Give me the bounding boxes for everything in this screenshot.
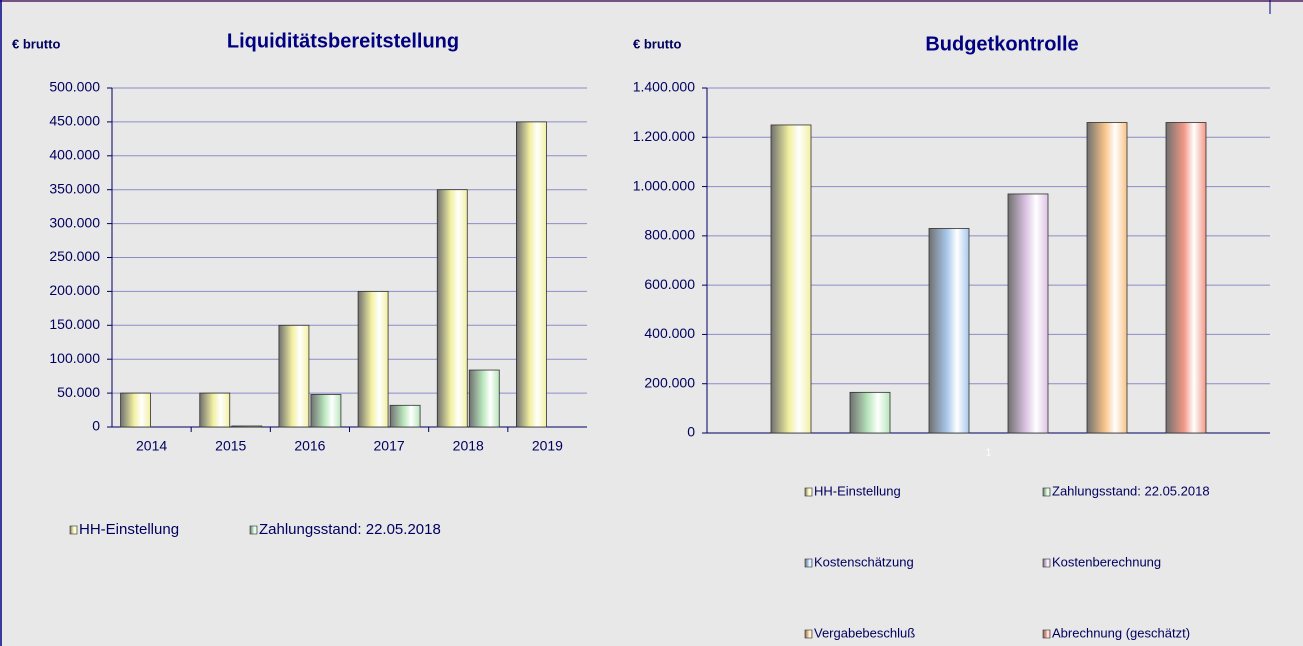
x-tick-label: 2015 — [215, 438, 246, 454]
legend-swatch — [804, 487, 813, 497]
y-tick-label: 50.000 — [57, 384, 100, 400]
bar — [1165, 122, 1207, 434]
bar — [278, 324, 310, 428]
bar — [310, 394, 342, 428]
y-tick-label: 800.000 — [644, 227, 695, 243]
legend-label: Abrechnung (geschätzt) — [1052, 625, 1190, 640]
chart-title: Liquiditätsbereitstellung — [227, 30, 459, 52]
legend-swatch — [249, 525, 258, 535]
legend-swatch — [804, 558, 813, 568]
chart-title: Budgetkontrolle — [925, 33, 1078, 55]
legend-label: Vergabebeschluß — [814, 625, 915, 640]
y-tick-label: 100.000 — [49, 350, 100, 366]
y-tick-label: 450.000 — [49, 113, 100, 129]
y-tick-label: 300.000 — [49, 214, 100, 230]
y-tick-label: 350.000 — [49, 180, 100, 196]
x-tick-label: 1 — [986, 448, 992, 459]
bar — [199, 392, 231, 428]
x-tick-label: 2018 — [453, 438, 484, 454]
bar — [1086, 122, 1128, 434]
legend-label: Zahlungsstand: 22.05.2018 — [1052, 483, 1210, 498]
bar — [231, 425, 263, 428]
bar — [436, 189, 468, 428]
bar — [849, 391, 891, 434]
legend-swatch — [1042, 558, 1051, 568]
y-tick-label: 250.000 — [49, 248, 100, 264]
bar — [516, 121, 547, 428]
legend-swatch — [1042, 487, 1051, 497]
legend-label: HH-Einstellung — [79, 521, 179, 538]
y-tick-label: 1.400.000 — [633, 79, 695, 95]
legend-label: Kostenberechnung — [1052, 554, 1161, 569]
legend-swatch — [804, 629, 813, 639]
bar — [468, 369, 500, 428]
bar — [120, 392, 151, 428]
bar — [389, 404, 421, 428]
y-tick-label: 0 — [92, 418, 100, 434]
y-tick-label: 150.000 — [49, 316, 100, 332]
y-tick-label: 1.000.000 — [633, 177, 695, 193]
x-tick-label: 2017 — [374, 438, 405, 454]
y-tick-label: 0 — [687, 424, 695, 440]
bar — [770, 124, 812, 434]
legend-swatch — [1042, 629, 1051, 639]
bar — [928, 228, 970, 434]
y-axis-label: € brutto — [633, 36, 681, 51]
x-tick-label: 2014 — [136, 438, 167, 454]
y-tick-label: 200.000 — [644, 374, 695, 390]
y-tick-label: 200.000 — [49, 282, 100, 298]
y-tick-label: 1.200.000 — [633, 128, 695, 144]
y-tick-label: 600.000 — [644, 276, 695, 292]
x-tick-label: 2016 — [294, 438, 325, 454]
y-axis-label: € brutto — [12, 36, 60, 51]
bar — [1007, 193, 1049, 434]
legend-label: Kostenschätzung — [814, 554, 914, 569]
y-tick-label: 400.000 — [49, 147, 100, 163]
legend-label: HH-Einstellung — [814, 483, 901, 498]
legend-swatch — [69, 525, 78, 535]
bar — [357, 290, 389, 428]
y-tick-label: 400.000 — [644, 325, 695, 341]
x-tick-label: 2019 — [532, 438, 563, 454]
legend-label: Zahlungsstand: 22.05.2018 — [259, 521, 441, 538]
y-tick-label: 500.000 — [49, 79, 100, 95]
